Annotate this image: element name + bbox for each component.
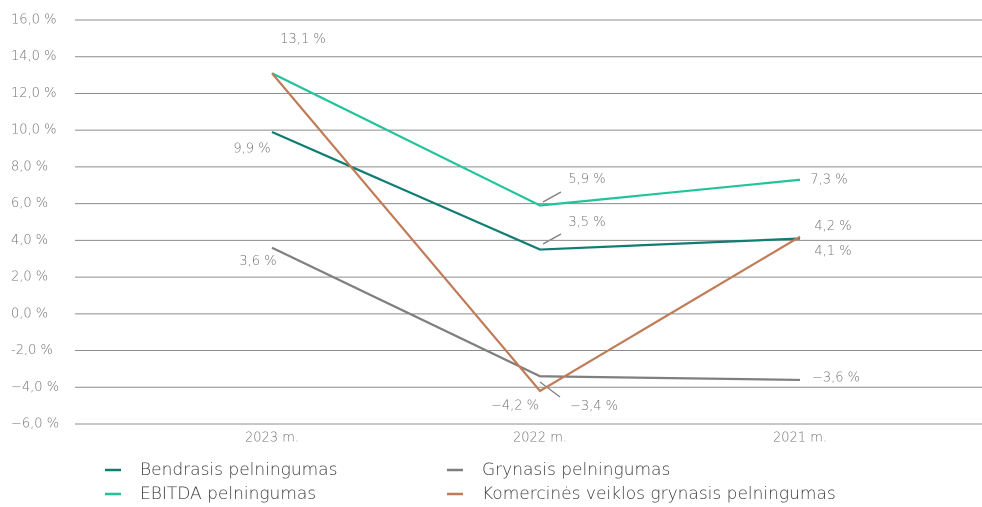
y-tick-label: 0,0 %: [11, 306, 48, 321]
data-label: 5,9 %: [568, 172, 605, 187]
y-tick-label: 6,0 %: [11, 196, 48, 211]
data-label: −4,2 %: [491, 398, 539, 413]
y-tick-label: 8,0 %: [11, 159, 48, 174]
data-label: −3,6 %: [812, 370, 860, 385]
legend-label: Komercinės veiklos grynasis pelningumas: [482, 484, 836, 504]
x-tick-label: 2021 m.: [773, 431, 827, 446]
leader-lines: [539, 191, 562, 398]
data-label: 4,2 %: [814, 219, 851, 234]
y-tick-label: 10,0 %: [11, 123, 56, 138]
data-label: 4,1 %: [814, 244, 851, 259]
leader-line: [542, 233, 562, 245]
legend-label: Grynasis pelningumas: [482, 460, 670, 480]
y-tick-label: 12,0 %: [11, 86, 56, 101]
series-line: [271, 131, 801, 251]
leader-line: [542, 191, 562, 203]
series-line: [271, 72, 801, 393]
leader-line: [539, 381, 561, 398]
y-tick-label: -2,0 %: [11, 343, 53, 358]
legend: Bendrasis pelningumas EBITDA pelningumas G…: [105, 460, 836, 504]
y-tick-label: 16,0 %: [11, 13, 56, 28]
series-line: [271, 72, 801, 207]
data-label: 3,5 %: [568, 215, 605, 230]
data-label: 7,3 %: [810, 172, 847, 187]
y-tick-label: −6,0 %: [11, 417, 59, 432]
data-label: 13,1 %: [280, 32, 325, 47]
y-tick-label: 4,0 %: [11, 233, 48, 248]
data-label: −3,4 %: [570, 399, 618, 414]
data-label: 3,6 %: [239, 254, 276, 269]
x-tick-label: 2023 m.: [245, 431, 299, 446]
y-tick-label: −4,0 %: [11, 380, 59, 395]
x-tick-label: 2022 m.: [513, 431, 567, 446]
y-tick-label: 14,0 %: [11, 49, 56, 64]
data-label: 9,9 %: [233, 142, 270, 157]
y-tick-label: 2,0 %: [11, 270, 48, 285]
legend-label: Bendrasis pelningumas: [140, 460, 337, 480]
legend-label: EBITDA pelningumas: [140, 484, 316, 504]
series-line: [271, 246, 801, 382]
